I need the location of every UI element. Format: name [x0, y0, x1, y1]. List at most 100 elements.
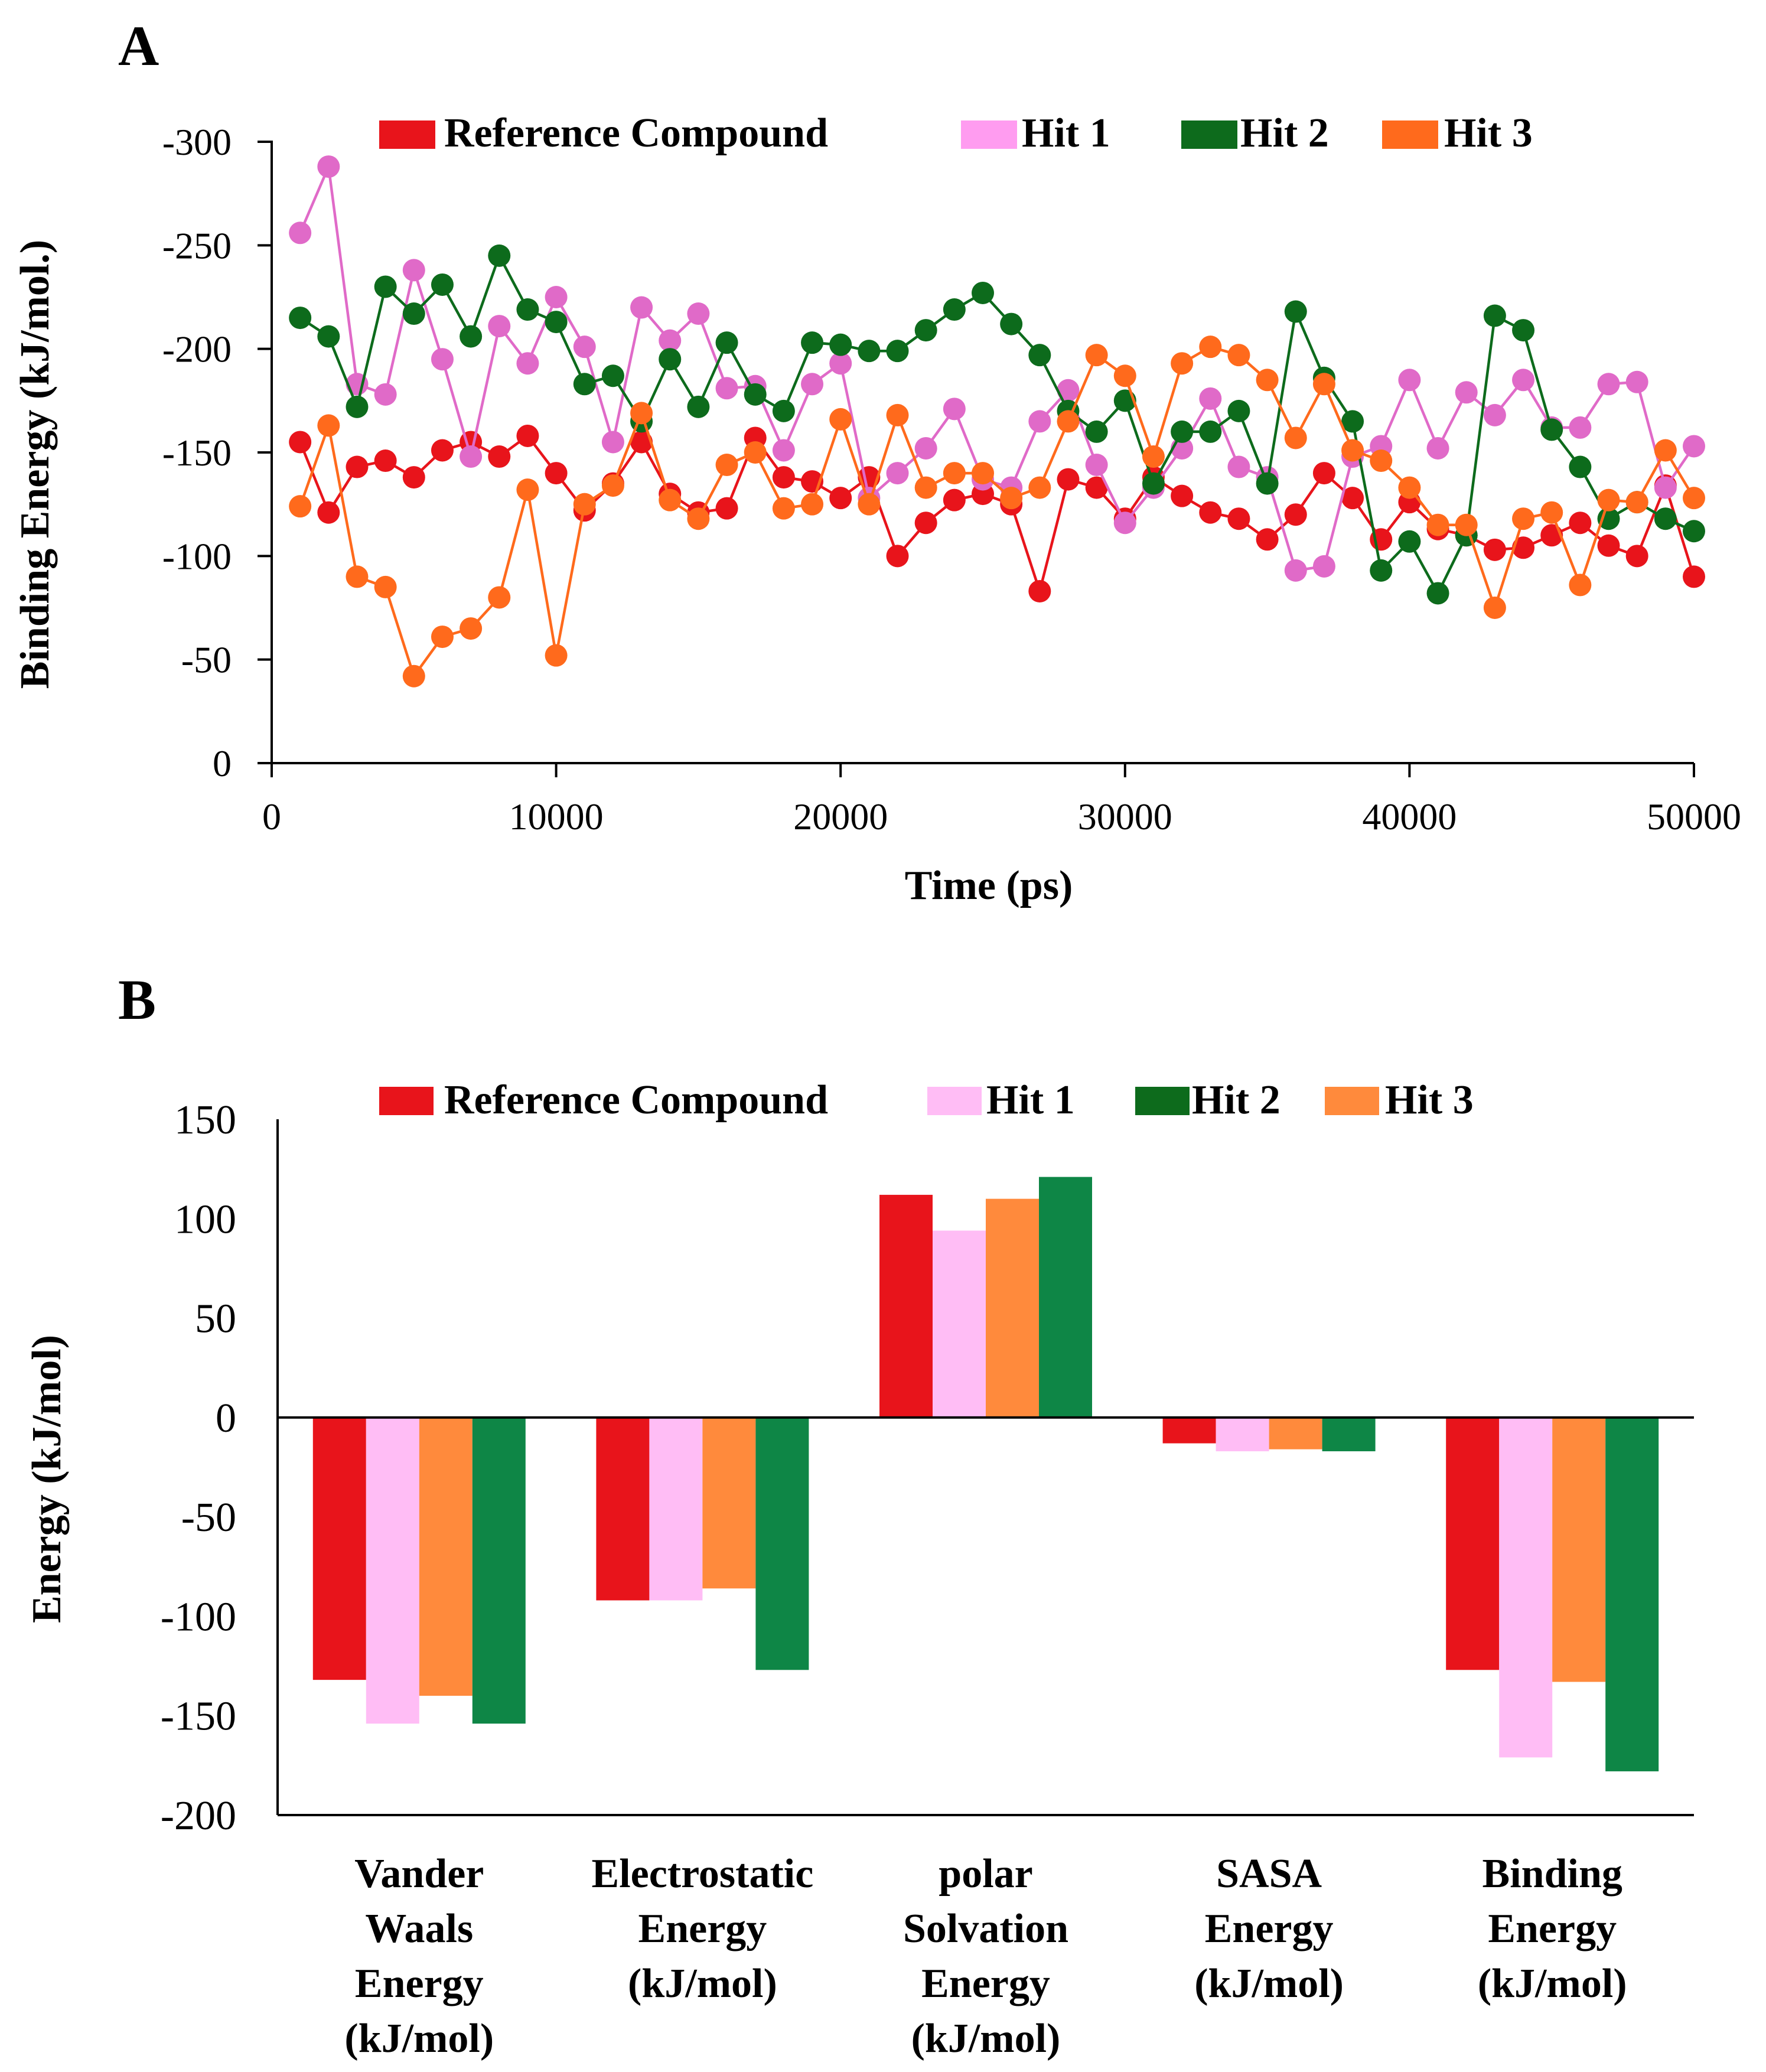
data-point-hit-3	[1284, 426, 1307, 449]
data-point-reference-compound	[1341, 487, 1364, 510]
data-point-hit-3	[1085, 344, 1108, 367]
bar-hit-1	[366, 1417, 419, 1724]
data-point-reference-compound	[1171, 484, 1194, 507]
data-point-reference-compound	[1597, 534, 1620, 557]
data-point-hit-3	[1199, 335, 1222, 359]
category-label-line: Energy	[1205, 1906, 1334, 1952]
category-label-line: (kJ/mol)	[1194, 1961, 1344, 2006]
data-point-hit-2	[488, 244, 511, 267]
data-point-hit-2	[374, 275, 397, 298]
data-point-hit-1	[715, 377, 738, 400]
data-point-hit-1	[1227, 455, 1250, 478]
data-point-reference-compound	[1683, 565, 1705, 588]
data-point-hit-1	[1398, 369, 1421, 392]
data-point-hit-3	[1312, 373, 1335, 396]
bar-hit-2	[1322, 1417, 1376, 1452]
data-point-hit-3	[914, 476, 937, 499]
data-point-reference-compound	[289, 431, 312, 454]
data-point-reference-compound	[630, 431, 653, 454]
data-point-hit-2	[1256, 472, 1279, 495]
legend-label-hit-1: Hit 1	[986, 1077, 1075, 1123]
data-point-hit-2	[659, 348, 682, 371]
bar-hit-1	[933, 1230, 986, 1418]
data-point-hit-3	[659, 488, 682, 512]
data-point-hit-2	[972, 281, 994, 304]
data-point-reference-compound	[914, 512, 937, 535]
legend-label-reference-compound: Reference Compound	[444, 1077, 828, 1123]
data-point-hit-1	[545, 286, 568, 308]
y-tick-label: 100	[174, 1197, 236, 1242]
data-point-reference-compound	[1085, 476, 1108, 499]
category-label-line: Energy	[1488, 1906, 1617, 1952]
data-point-hit-3	[1512, 507, 1535, 530]
data-point-hit-3	[1028, 476, 1051, 499]
data-point-hit-2	[943, 298, 966, 321]
bar-hit-3	[419, 1417, 473, 1696]
data-point-hit-3	[573, 493, 596, 516]
y-tick-label: -200	[161, 1793, 236, 1839]
data-point-reference-compound	[772, 466, 795, 489]
category-label-line: Waals	[365, 1906, 473, 1952]
data-point-hit-1	[1483, 403, 1506, 426]
data-point-hit-2	[289, 307, 312, 330]
data-point-hit-3	[1683, 487, 1705, 510]
category-label-line: Vander	[354, 1851, 484, 1897]
series-line-hit-1	[299, 161, 1695, 572]
data-point-hit-2	[1341, 410, 1364, 433]
y-tick-label: -100	[161, 1594, 236, 1640]
data-point-hit-3	[289, 495, 312, 518]
data-point-hit-1	[1028, 410, 1051, 433]
data-point-reference-compound	[545, 462, 568, 485]
data-point-hit-2	[1512, 319, 1535, 342]
bar-hit-2	[472, 1417, 526, 1724]
panel-a-label: A	[118, 14, 159, 77]
data-point-reference-compound	[1312, 462, 1335, 485]
data-point-reference-compound	[1057, 468, 1080, 491]
data-point-reference-compound	[346, 455, 369, 478]
category-label-line: polar	[939, 1851, 1032, 1897]
data-point-hit-2	[601, 364, 624, 387]
legend-swatch-reference-compound	[379, 1087, 434, 1115]
legend-label-hit-3: Hit 3	[1385, 1077, 1474, 1123]
data-point-hit-3	[488, 586, 511, 609]
data-point-hit-2	[1654, 507, 1677, 530]
data-point-hit-1	[1199, 387, 1222, 410]
data-point-reference-compound	[516, 424, 539, 447]
data-point-reference-compound	[1028, 579, 1051, 602]
data-point-hit-1	[431, 348, 454, 371]
data-point-hit-3	[1142, 445, 1165, 468]
x-tick-label: 20000	[793, 796, 888, 838]
data-point-hit-1	[601, 431, 624, 454]
data-point-hit-2	[744, 383, 767, 406]
data-point-hit-1	[573, 335, 596, 359]
bar-hit-1	[1216, 1417, 1269, 1452]
data-point-hit-2	[346, 395, 369, 418]
data-point-hit-2	[1683, 520, 1705, 543]
bar-hit-1	[649, 1417, 703, 1601]
data-point-hit-1	[1312, 555, 1335, 578]
data-point-reference-compound	[1483, 538, 1506, 561]
bar-hit-2	[1039, 1177, 1092, 1418]
data-point-reference-compound	[1569, 512, 1592, 535]
data-point-hit-3	[1341, 439, 1364, 462]
data-point-hit-3	[858, 493, 881, 516]
data-point-hit-3	[1256, 369, 1279, 392]
data-point-hit-2	[1540, 418, 1563, 441]
y-tick-label: 0	[213, 742, 232, 784]
data-point-hit-2	[1142, 472, 1165, 495]
x-tick-label: 40000	[1362, 796, 1457, 838]
data-point-hit-2	[886, 340, 909, 363]
data-point-hit-3	[1113, 364, 1136, 387]
data-point-hit-1	[801, 373, 824, 396]
data-point-reference-compound	[829, 487, 852, 510]
data-point-hit-3	[346, 565, 369, 588]
data-point-hit-3	[545, 644, 568, 667]
data-point-hit-3	[801, 493, 824, 516]
x-tick-label: 0	[262, 796, 281, 838]
y-tick-label: -50	[181, 1495, 236, 1540]
y-tick-label: -300	[162, 121, 232, 163]
data-point-hit-2	[516, 298, 539, 321]
data-point-hit-3	[829, 408, 852, 431]
data-point-hit-3	[1227, 344, 1250, 367]
data-point-hit-1	[460, 445, 483, 468]
